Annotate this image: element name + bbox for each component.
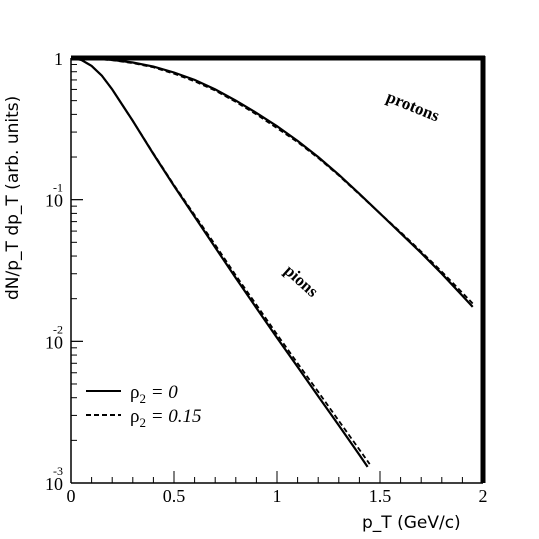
curve-pions-dashed — [70, 57, 371, 465]
y-tick-label: 10 — [45, 332, 63, 352]
annotation-pions: pions — [281, 261, 323, 301]
annotations: protons pions — [281, 87, 443, 301]
x-tick-label: 0.5 — [163, 486, 186, 506]
legend-label: ρ2 = 0 — [130, 382, 178, 406]
legend-label: ρ2 = 0.15 — [130, 406, 202, 430]
y-tick-exponent: -2 — [53, 322, 63, 336]
curve-pions-solid — [70, 56, 369, 468]
x-tick-label: 0 — [67, 486, 76, 506]
y-tick-label: 10 — [45, 191, 63, 211]
x-tick-label: 1 — [273, 486, 282, 506]
y-tick-label: 1 — [54, 49, 63, 69]
y-tick-exponent: -3 — [53, 464, 63, 478]
x-axis-title: p_T (GeV/c) — [362, 513, 461, 533]
y-axis-title: dN/p_T dp_T (arb. units) — [3, 96, 23, 300]
y-tick-exponent: -1 — [53, 181, 63, 195]
y-tick-label: 10 — [45, 474, 63, 494]
x-tick-label: 1.5 — [369, 486, 392, 506]
plot-frame — [70, 55, 486, 484]
annotation-protons: protons — [384, 87, 443, 126]
axis-ticks — [70, 57, 484, 484]
x-tick-label: 2 — [479, 486, 488, 506]
legend: ρ2 = 0ρ2 = 0.15 — [86, 382, 202, 430]
data-curves — [70, 56, 474, 468]
curve-protons-dashed — [70, 57, 474, 305]
